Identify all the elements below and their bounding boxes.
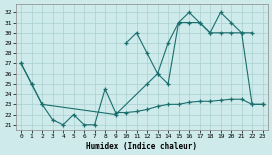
X-axis label: Humidex (Indice chaleur): Humidex (Indice chaleur)	[86, 142, 197, 151]
